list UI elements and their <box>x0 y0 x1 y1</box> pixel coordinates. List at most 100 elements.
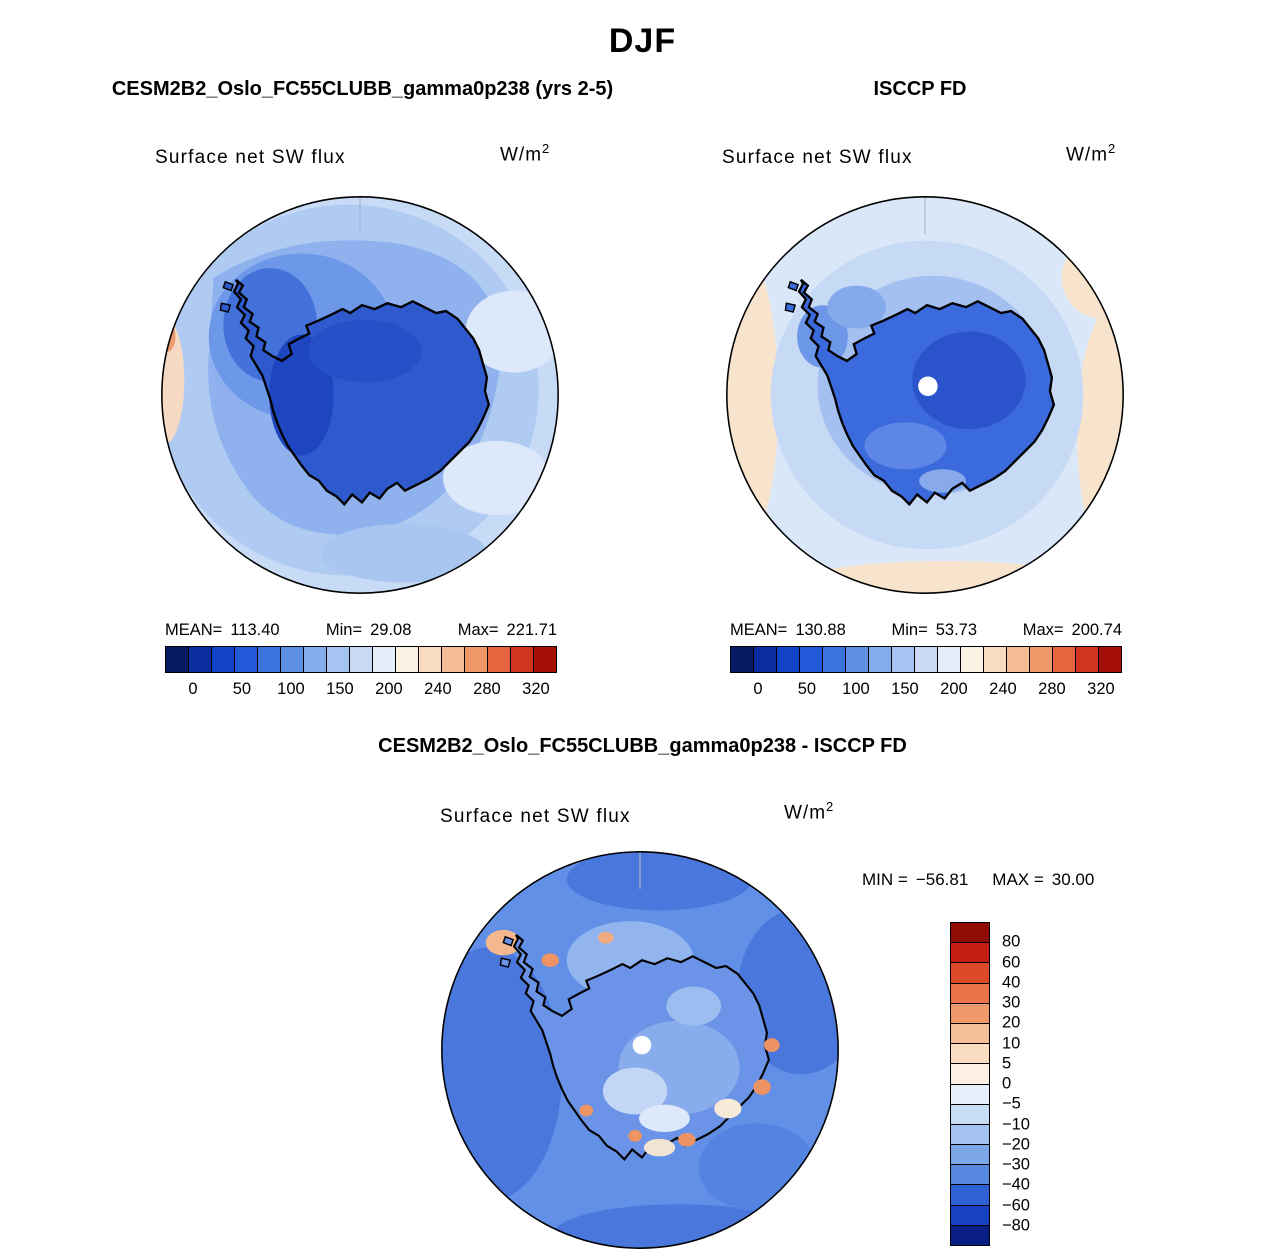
field-label-obs: Surface net SW flux <box>722 147 913 168</box>
colorbar-cell <box>799 646 823 673</box>
colorbar-tick: 240 <box>989 680 1017 698</box>
diff-max: MAX = 30.00 <box>992 870 1094 890</box>
colorbar-label: −5 <box>1002 1094 1021 1113</box>
island <box>502 935 515 947</box>
colorbar-cell <box>983 646 1007 673</box>
map-model <box>161 196 559 594</box>
island <box>219 302 232 313</box>
panel-title-model: CESM2B2_Oslo_FC55CLUBB_gamma0p238 (yrs 2… <box>111 78 614 100</box>
island <box>222 280 235 292</box>
units-label-diff: W/m2 <box>784 799 834 824</box>
colorbar-cell <box>845 646 869 673</box>
colorbar-label: −60 <box>1002 1196 1030 1214</box>
stats-obs: MEAN= 130.88 Min= 53.73 Max= 200.74 <box>730 621 1122 640</box>
stat-max-value: 200.74 <box>1071 621 1122 639</box>
colorbar-cell <box>776 646 800 673</box>
colorbar-cell <box>950 1184 990 1206</box>
colorbar-cell <box>730 646 754 673</box>
units-base: W/m <box>1066 144 1109 166</box>
island <box>499 957 512 968</box>
colorbar-cell <box>349 646 373 673</box>
antarctica-coastline <box>232 278 491 507</box>
stat-mean-value: 130.88 <box>795 621 846 639</box>
colorbar-cell <box>1075 646 1099 673</box>
colorbar-cell <box>950 1103 990 1125</box>
colorbar-cell <box>950 1144 990 1166</box>
colorbar-tick: 200 <box>940 680 968 698</box>
stat-min-value: 29.08 <box>370 621 412 639</box>
colorbar-diff <box>950 922 990 1246</box>
colorbar-cell <box>950 982 990 1004</box>
island <box>787 280 800 292</box>
units-label-model: W/m2 <box>500 141 550 166</box>
colorbar-tick: 280 <box>1038 680 1066 698</box>
colorbar-cell <box>1006 646 1030 673</box>
colorbar-cell <box>950 1002 990 1024</box>
colorbar-label: 0 <box>1002 1074 1012 1093</box>
colorbar-tick: 0 <box>753 680 763 698</box>
colorbar-cell <box>950 1083 990 1105</box>
colorbar-cell <box>533 646 557 673</box>
units-exponent: 2 <box>542 141 551 156</box>
colorbar-label: −80 <box>1002 1216 1030 1235</box>
colorbar-cell <box>372 646 396 673</box>
stat-mean-label: MEAN= <box>165 621 223 639</box>
colorbar-cell <box>188 646 212 673</box>
colorbar-ticks-obs: 0 50 100 150 200 240 280 320 <box>730 680 1122 702</box>
colorbar-cell <box>950 1204 990 1226</box>
panel-title-obs: ISCCP FD <box>873 78 967 100</box>
colorbar-label: 40 <box>1002 973 1021 992</box>
units-base: W/m <box>500 144 543 166</box>
colorbar-cell <box>211 646 235 673</box>
colorbar-tick: 200 <box>375 680 403 698</box>
colorbar-tick: 150 <box>891 680 919 698</box>
map-diff <box>441 851 839 1249</box>
colorbar-tick: 0 <box>188 680 198 698</box>
island <box>784 302 797 313</box>
colorbar-cell <box>822 646 846 673</box>
colorbar-cell <box>303 646 327 673</box>
colorbar-cell <box>950 1123 990 1146</box>
colorbar-model <box>165 646 557 673</box>
diff-max-label: MAX = <box>992 870 1044 889</box>
field-label-model: Surface net SW flux <box>155 147 346 168</box>
colorbar-cell <box>326 646 350 673</box>
map-obs <box>726 196 1124 594</box>
diff-min-label: MIN = <box>862 870 908 889</box>
colorbar-cell <box>868 646 892 673</box>
colorbar-obs <box>730 646 1122 673</box>
diff-minmax: MIN = −56.81 MAX = 30.00 <box>862 870 1094 890</box>
stat-max-label: Max= <box>1022 621 1064 639</box>
units-label-obs: W/m2 <box>1066 141 1116 166</box>
colorbar-cell <box>950 962 990 984</box>
stat-mean-value: 113.40 <box>230 621 280 639</box>
antarctica-coastline <box>797 278 1056 507</box>
diff-max-value: 30.00 <box>1051 870 1095 889</box>
colorbar-label: −30 <box>1002 1155 1030 1174</box>
figure-title: DJF <box>608 22 677 60</box>
colorbar-label: 5 <box>1002 1054 1012 1073</box>
colorbar-tick: 150 <box>326 680 354 698</box>
colorbar-label: 80 <box>1002 932 1021 951</box>
stat-max-label: Max= <box>457 621 499 639</box>
colorbar-cell <box>510 646 534 673</box>
stat-max: Max= 200.74 <box>1023 621 1122 640</box>
diff-min-value: −56.81 <box>915 870 969 889</box>
units-exponent: 2 <box>1108 141 1117 156</box>
colorbar-tick: 50 <box>797 680 817 698</box>
colorbar-cell <box>960 646 984 673</box>
pole-hole <box>632 1035 652 1055</box>
colorbar-cell <box>1052 646 1076 673</box>
field-label-diff: Surface net SW flux <box>440 806 631 827</box>
colorbar-label: 10 <box>1002 1034 1021 1052</box>
colorbar-diff-labels: 80 60 40 30 20 10 5 0 −5 −10 −20 −30 −40 −60 −80 <box>1002 922 1082 1246</box>
units-base: W/m <box>784 802 827 824</box>
stat-min: Min= 53.73 <box>891 621 977 640</box>
colorbar-tick: 320 <box>1087 680 1115 698</box>
colorbar-ticks-model: 0 50 100 150 200 240 280 320 <box>165 680 557 702</box>
stat-max-value: 221.71 <box>506 621 557 639</box>
colorbar-tick: 50 <box>232 680 252 698</box>
colorbar-cell <box>257 646 281 673</box>
stat-min-value: 53.73 <box>935 621 978 639</box>
